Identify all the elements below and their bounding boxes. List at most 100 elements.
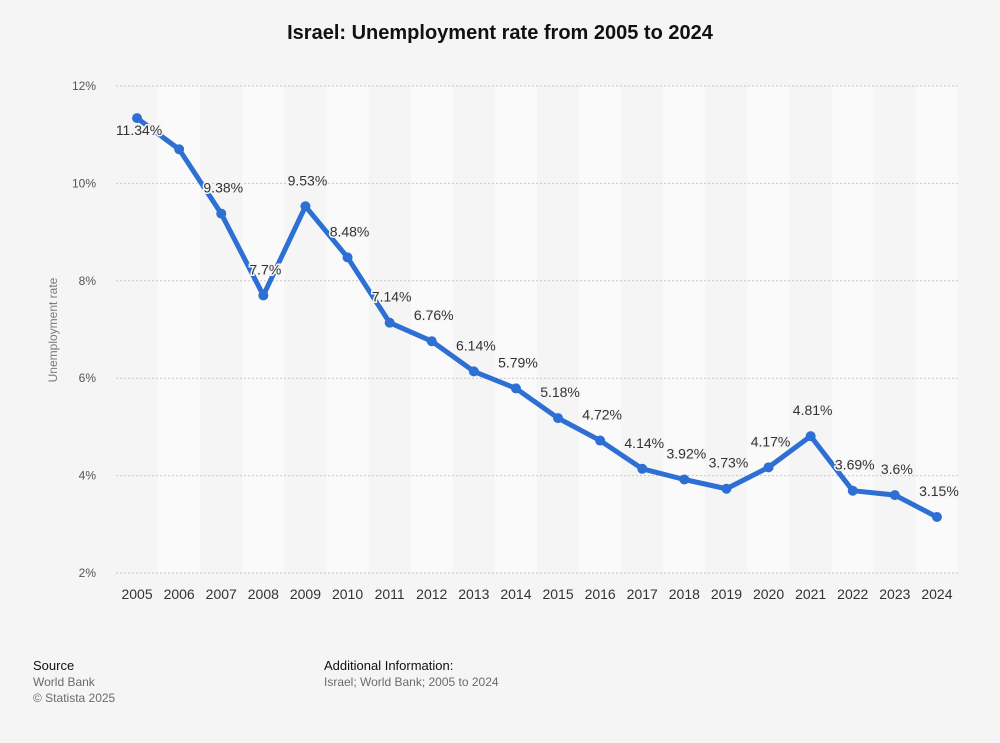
data-point bbox=[384, 317, 395, 328]
x-tick-label: 2010 bbox=[332, 586, 363, 602]
x-tick-label: 2009 bbox=[290, 586, 321, 602]
column-band bbox=[831, 86, 874, 573]
x-tick-label: 2023 bbox=[879, 586, 910, 602]
column-band bbox=[158, 86, 201, 573]
x-tick-label: 2006 bbox=[164, 586, 195, 602]
data-label: 5.18% bbox=[540, 384, 580, 400]
data-label: 7.7% bbox=[249, 261, 281, 277]
x-tick-label: 2012 bbox=[416, 586, 447, 602]
data-point bbox=[553, 413, 564, 424]
data-label: 9.38% bbox=[203, 180, 243, 196]
x-tick-label: 2005 bbox=[121, 586, 152, 602]
data-label: 6.14% bbox=[456, 337, 496, 353]
source-text: World Bank bbox=[33, 675, 95, 689]
data-point bbox=[174, 144, 185, 155]
data-label: 8.48% bbox=[330, 223, 370, 239]
gridlines bbox=[116, 85, 958, 574]
x-tick-label: 2019 bbox=[711, 586, 742, 602]
x-tick-label: 2011 bbox=[375, 586, 405, 602]
data-label: 3.6% bbox=[881, 461, 913, 477]
x-tick-label: 2013 bbox=[458, 586, 489, 602]
y-tick-label: 12% bbox=[72, 79, 96, 93]
column-band bbox=[663, 86, 706, 573]
data-point bbox=[721, 483, 732, 494]
series-line bbox=[134, 115, 940, 520]
data-point bbox=[132, 113, 143, 124]
x-tick-label: 2016 bbox=[585, 586, 616, 602]
data-point bbox=[595, 435, 606, 446]
data-point bbox=[847, 485, 858, 496]
column-band bbox=[116, 86, 159, 573]
data-points bbox=[132, 113, 942, 522]
column-band bbox=[242, 86, 285, 573]
data-point bbox=[468, 366, 479, 377]
x-tick-label: 2018 bbox=[669, 586, 700, 602]
column-band bbox=[621, 86, 664, 573]
data-label: 4.72% bbox=[582, 407, 622, 423]
x-tick-label: 2020 bbox=[753, 586, 784, 602]
data-point bbox=[426, 336, 437, 347]
column-band bbox=[789, 86, 832, 573]
data-label: 4.14% bbox=[624, 435, 664, 451]
column-band bbox=[200, 86, 243, 573]
data-point bbox=[763, 462, 774, 473]
additional-info-text: Israel; World Bank; 2005 to 2024 bbox=[324, 675, 499, 689]
x-tick-label: 2008 bbox=[248, 586, 279, 602]
y-tick-label: 4% bbox=[79, 469, 97, 483]
additional-info-heading: Additional Information: bbox=[324, 658, 454, 673]
data-label: 9.53% bbox=[288, 172, 328, 188]
y-tick-label: 2% bbox=[79, 566, 97, 580]
data-point bbox=[300, 201, 311, 212]
x-tick-label: 2014 bbox=[500, 586, 531, 602]
y-axis-ticks: 2% 4% 6% 8% 10% 12% bbox=[72, 79, 96, 580]
data-point bbox=[679, 474, 690, 485]
data-point bbox=[342, 252, 353, 263]
data-label: 3.73% bbox=[709, 455, 749, 471]
data-point bbox=[931, 511, 942, 522]
data-label: 4.81% bbox=[793, 402, 833, 418]
data-label: 3.15% bbox=[919, 483, 959, 499]
column-band bbox=[494, 86, 537, 573]
source-block: Source World Bank © Statista 2025 bbox=[33, 658, 115, 706]
data-point bbox=[637, 463, 648, 474]
data-label: 5.79% bbox=[498, 354, 538, 370]
column-band bbox=[537, 86, 580, 573]
column-band bbox=[326, 86, 369, 573]
x-tick-label: 2017 bbox=[627, 586, 658, 602]
y-tick-label: 6% bbox=[79, 371, 97, 385]
column-band bbox=[915, 86, 958, 573]
x-tick-label: 2022 bbox=[837, 586, 868, 602]
column-band bbox=[284, 86, 327, 573]
additional-info-block: Additional Information: Israel; World Ba… bbox=[324, 658, 499, 690]
x-tick-label: 2007 bbox=[206, 586, 237, 602]
data-label: 7.14% bbox=[372, 289, 412, 305]
data-point bbox=[216, 208, 227, 219]
data-point bbox=[258, 290, 269, 301]
x-axis-ticks: 2005 2006 2007 2008 2009 2010 2011 2012 2013 2014… bbox=[121, 586, 952, 602]
x-tick-label: 2021 bbox=[795, 586, 826, 602]
y-tick-label: 8% bbox=[79, 274, 97, 288]
data-labels: 11.34% 9.38% 7.7% 9.53% 8.48% 7.14%6.76%6.14%… bbox=[114, 121, 960, 501]
y-tick-label: 10% bbox=[72, 176, 96, 190]
y-axis-label: Unemployment rate bbox=[46, 277, 60, 382]
column-band bbox=[410, 86, 453, 573]
column-band bbox=[705, 86, 748, 573]
column-bands bbox=[116, 86, 958, 573]
chart-title: Israel: Unemployment rate from 2005 to 2… bbox=[287, 22, 713, 44]
data-label: 3.92% bbox=[666, 445, 706, 461]
source-heading: Source bbox=[33, 658, 75, 673]
column-band bbox=[452, 86, 495, 573]
x-tick-label: 2024 bbox=[921, 586, 952, 602]
data-label: 3.69% bbox=[835, 457, 875, 473]
data-point bbox=[510, 383, 521, 394]
column-band bbox=[747, 86, 790, 573]
column-band bbox=[579, 86, 622, 573]
data-point bbox=[889, 490, 900, 501]
data-label: 4.17% bbox=[751, 433, 791, 449]
data-label: 6.76% bbox=[414, 307, 454, 323]
copyright-text: © Statista 2025 bbox=[33, 691, 116, 705]
data-label: 11.34% bbox=[116, 122, 162, 138]
data-point bbox=[805, 431, 816, 442]
x-tick-label: 2015 bbox=[542, 586, 573, 602]
